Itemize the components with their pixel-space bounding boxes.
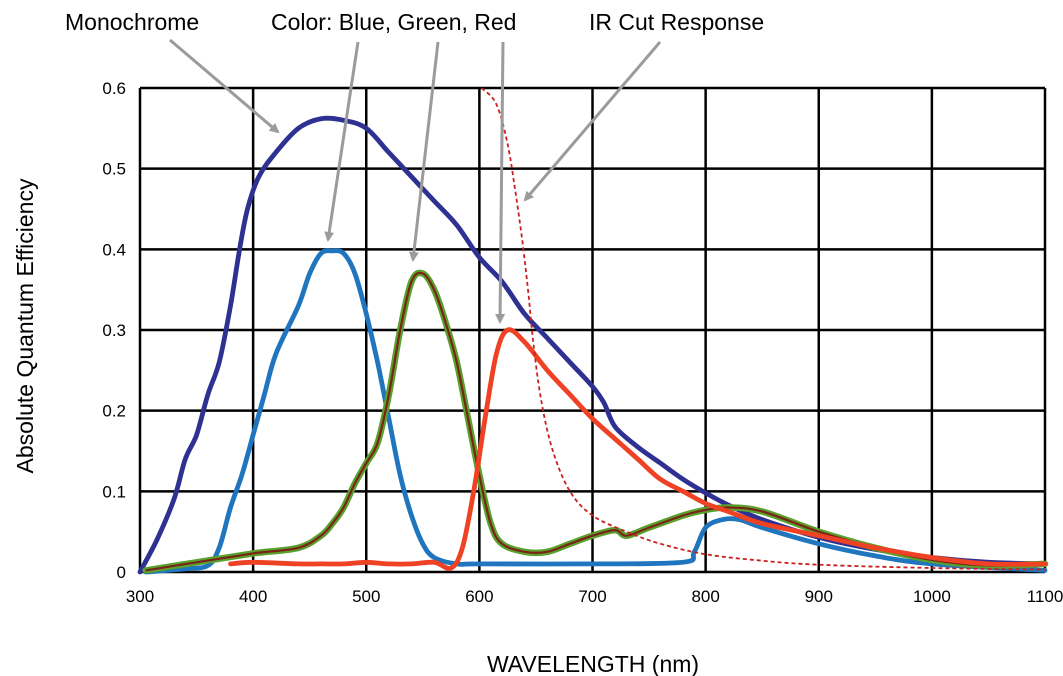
- y-tick-label: 0: [117, 563, 126, 582]
- x-tick-label: 700: [578, 587, 606, 606]
- y-axis-title: Absolute Quantum Efficiency: [12, 178, 38, 473]
- ticks-layer: 300 400 500 600 700 800 900 1000 1100 0 0.1 0.2 0.3 0…: [102, 79, 1063, 606]
- x-tick-label: 1000: [913, 587, 951, 606]
- series-red-line: [228, 327, 1048, 571]
- x-axis-title: WAVELENGTH (nm): [487, 651, 699, 676]
- y-tick-label: 0.5: [102, 160, 126, 179]
- annotation-arrow: [495, 41, 506, 324]
- annotation-monochrome: Monochrome: [65, 9, 199, 35]
- annotation-arrow: [523, 41, 662, 202]
- series-blue-line: [143, 248, 1048, 575]
- x-tick-label: 500: [352, 587, 380, 606]
- x-tick-label: 800: [691, 587, 719, 606]
- y-tick-label: 0.6: [102, 79, 126, 98]
- annotation-ir-cut-response: IR Cut Response: [589, 9, 764, 35]
- y-tick-label: 0.2: [102, 402, 126, 421]
- x-tick-label: 400: [239, 587, 267, 606]
- grid: [138, 86, 1047, 574]
- x-tick-label: 1100: [1027, 587, 1063, 606]
- annotation-arrow: [408, 41, 440, 262]
- series-layer: [137, 87, 1049, 575]
- series-green-line-core: [145, 271, 1046, 572]
- annotation-layer: Monochrome Color: Blue, Green, Red IR Cut …: [65, 9, 764, 324]
- x-tick-label: 900: [805, 587, 833, 606]
- annotation-arrow: [324, 41, 360, 242]
- series-ir-cut-response-line: [480, 87, 1046, 571]
- annotation-arrow: [169, 38, 280, 134]
- annotation-color-blue-green-red: Color: Blue, Green, Red: [271, 9, 516, 35]
- x-tick-label: 300: [126, 587, 154, 606]
- y-tick-label: 0.3: [102, 321, 126, 340]
- series-monochrome-line: [137, 115, 1048, 575]
- y-tick-label: 0.4: [102, 240, 126, 259]
- x-tick-label: 600: [465, 587, 493, 606]
- y-tick-label: 0.1: [102, 482, 126, 501]
